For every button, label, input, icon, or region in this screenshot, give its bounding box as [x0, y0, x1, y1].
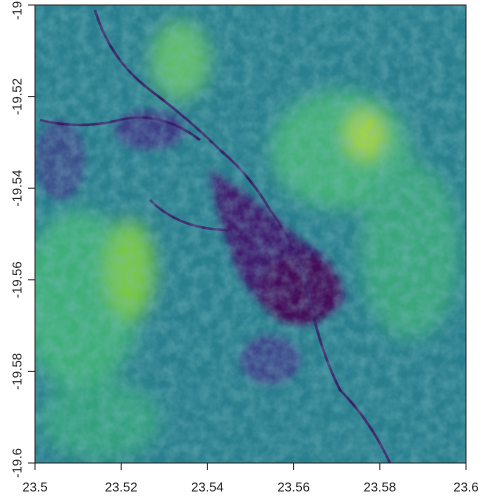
x-tick-label: 23.52: [105, 479, 138, 494]
y-tick-label: -19.56: [9, 261, 24, 298]
y-tick-label: -19.58: [9, 353, 24, 390]
x-tick-label: 23.56: [277, 479, 310, 494]
raster-image: [35, 5, 466, 463]
y-tick-label: -19.52: [9, 78, 24, 115]
x-tick-label: 23.6: [453, 479, 478, 494]
y-tick-label: -19.6: [9, 448, 24, 478]
x-tick-label: 23.54: [191, 479, 224, 494]
plot-frame: [34, 4, 467, 464]
x-tick-label: 23.58: [364, 479, 397, 494]
y-tick-label: -19.5: [9, 0, 24, 20]
x-tick-label: 23.5: [22, 479, 47, 494]
y-tick-label: -19.54: [9, 170, 24, 207]
